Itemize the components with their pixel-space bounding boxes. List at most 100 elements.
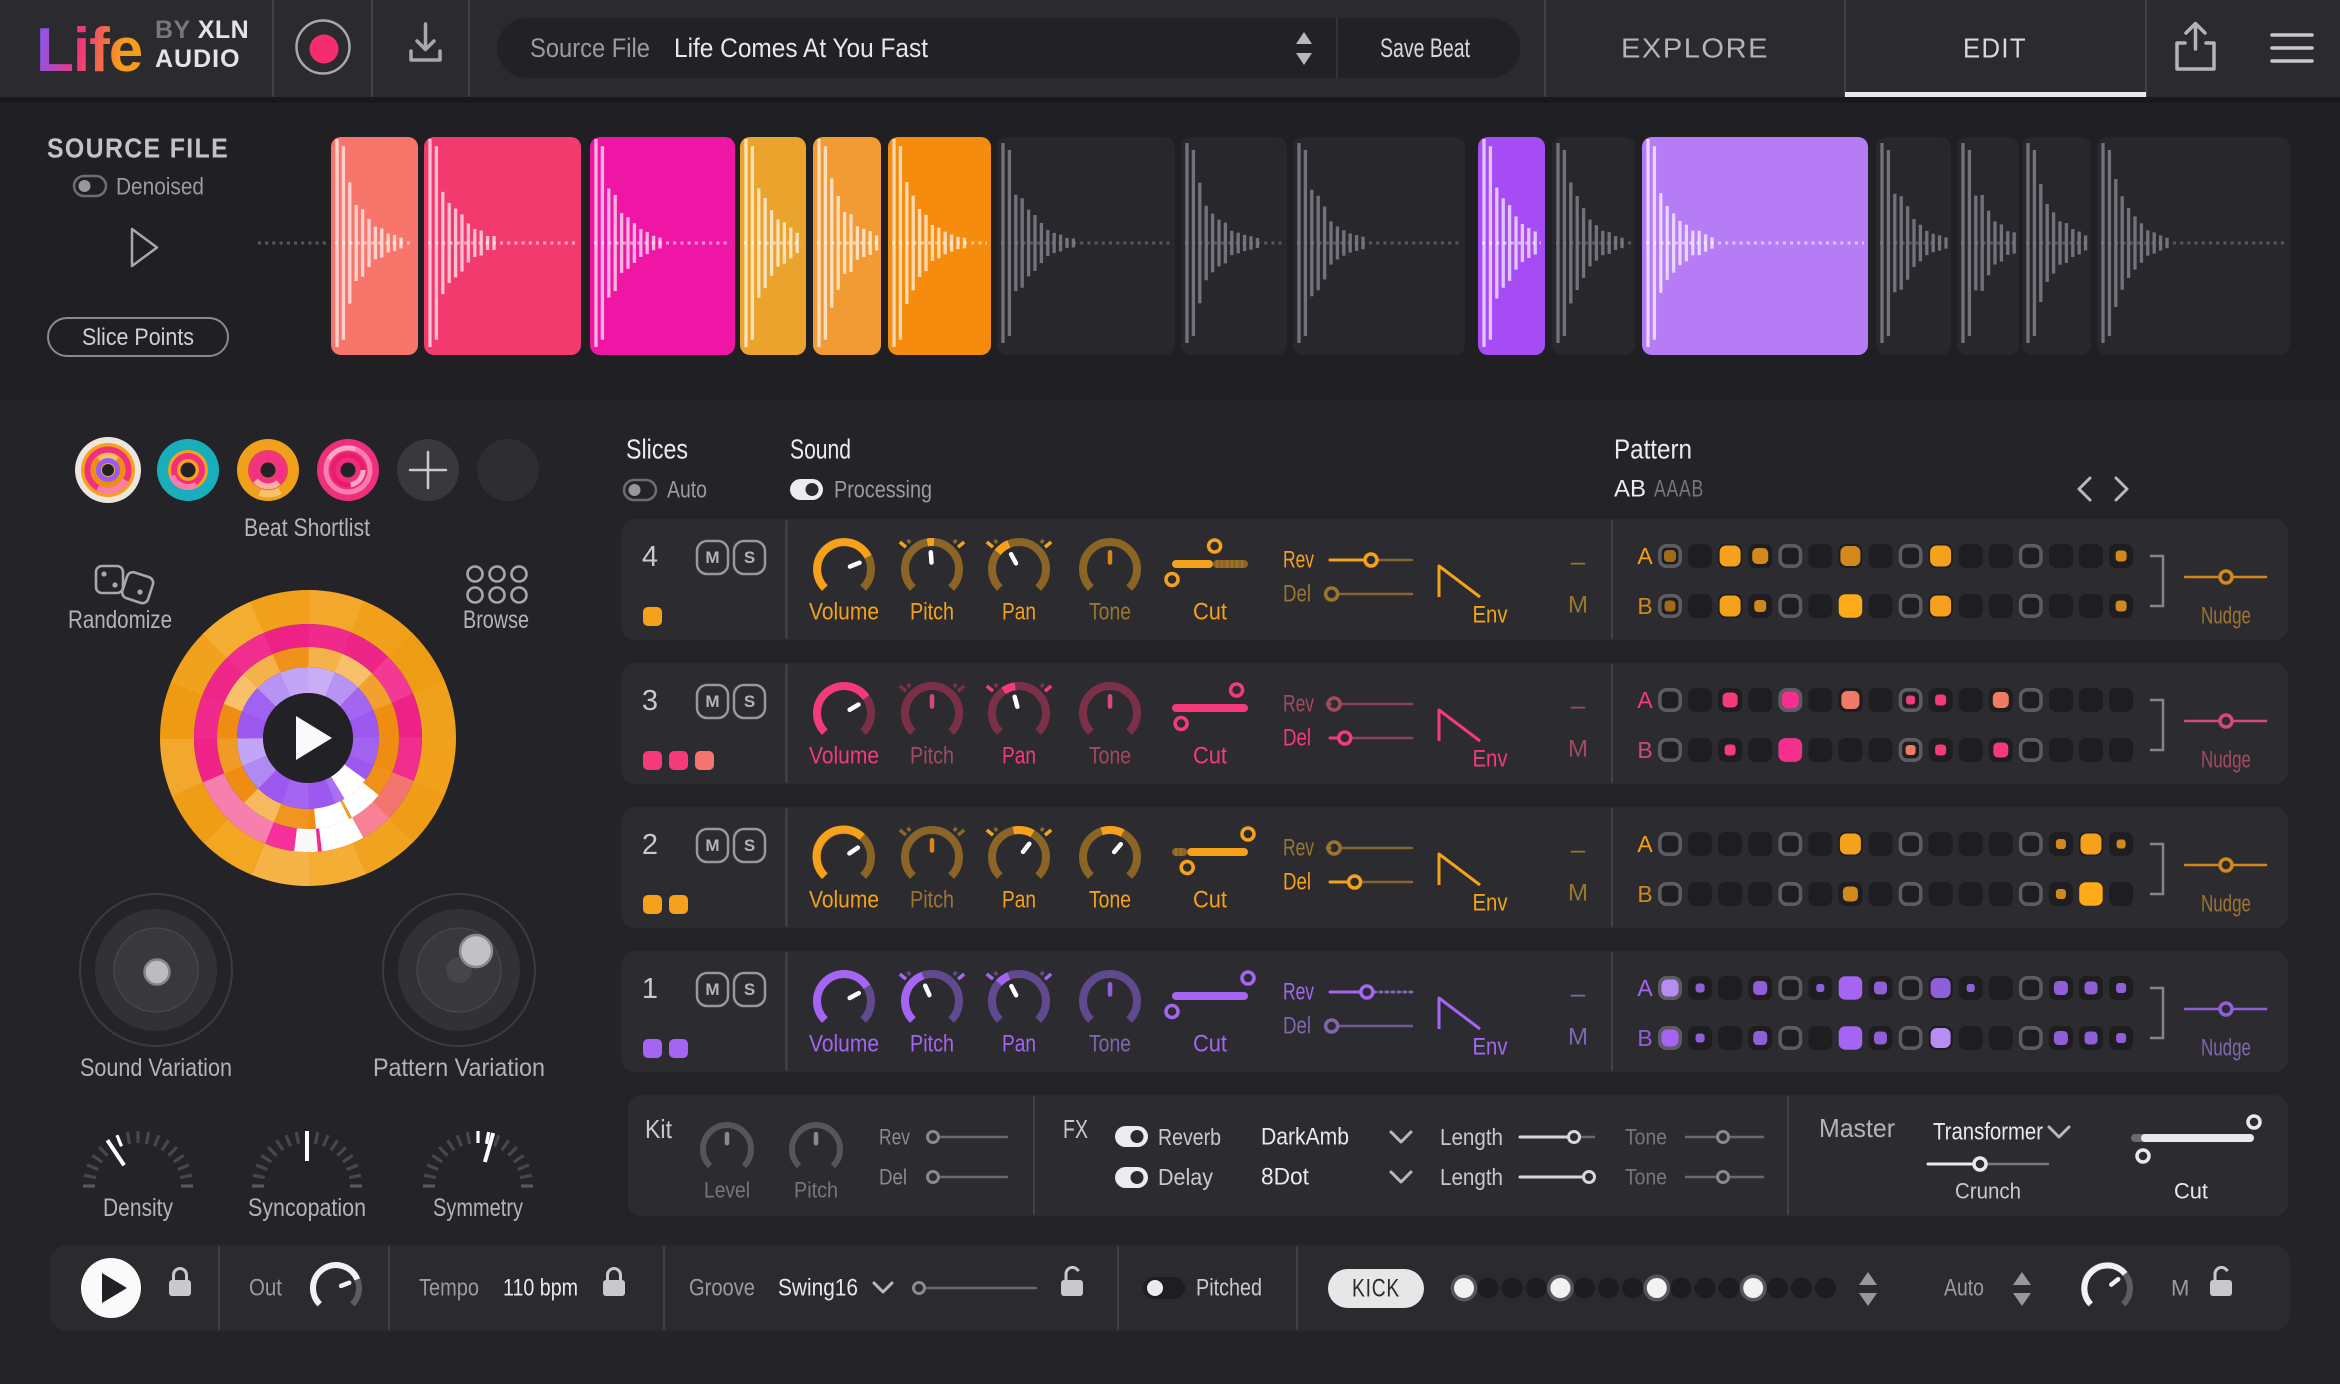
svg-text:M: M [1568, 1024, 1588, 1051]
svg-text:Processing: Processing [834, 477, 932, 504]
svg-text:M: M [705, 548, 719, 567]
svg-text:Rev: Rev [1283, 835, 1314, 862]
svg-text:Sound Variation: Sound Variation [80, 1054, 232, 1082]
svg-text:Nudge: Nudge [2201, 891, 2251, 918]
svg-text:Del: Del [1283, 581, 1311, 608]
svg-text:Browse: Browse [463, 606, 529, 634]
svg-text:8Dot: 8Dot [1261, 1164, 1309, 1191]
svg-text:Volume: Volume [809, 1031, 879, 1058]
svg-text:Env: Env [1473, 746, 1508, 773]
svg-text:Pitch: Pitch [910, 599, 954, 626]
svg-text:DarkAmb: DarkAmb [1261, 1124, 1349, 1151]
svg-text:Swing16: Swing16 [778, 1275, 858, 1302]
svg-text:A: A [1637, 687, 1653, 713]
svg-text:Pan: Pan [1002, 887, 1036, 914]
svg-text:3: 3 [642, 685, 658, 717]
svg-text:Life Comes At You Fast: Life Comes At You Fast [674, 33, 928, 63]
svg-text:Beat Shortlist: Beat Shortlist [244, 514, 370, 542]
svg-text:M: M [1568, 592, 1588, 619]
svg-text:B: B [1637, 593, 1652, 619]
svg-text:S: S [744, 692, 755, 711]
svg-text:SOURCE FILE: SOURCE FILE [47, 133, 229, 164]
svg-text:Tone: Tone [1089, 599, 1131, 626]
svg-text:Tone: Tone [1089, 887, 1131, 914]
svg-text:Sound: Sound [790, 434, 851, 465]
svg-text:Slice Points: Slice Points [82, 324, 194, 351]
svg-text:Master: Master [1819, 1113, 1895, 1143]
svg-text:M: M [1568, 880, 1588, 907]
svg-text:A: A [1637, 543, 1653, 569]
svg-text:Del: Del [1283, 725, 1311, 752]
svg-text:A: A [1637, 831, 1653, 857]
svg-text:Rev: Rev [879, 1125, 910, 1150]
svg-text:AUDIO: AUDIO [155, 45, 241, 73]
svg-text:Density: Density [103, 1194, 173, 1222]
svg-text:BY XLN: BY XLN [155, 16, 249, 44]
svg-text:–: – [1571, 690, 1586, 720]
svg-text:Pitched: Pitched [1196, 1275, 1262, 1302]
svg-text:Auto: Auto [667, 477, 707, 504]
svg-text:Auto: Auto [1944, 1275, 1984, 1302]
svg-text:Save Beat: Save Beat [1380, 33, 1470, 63]
svg-text:110 bpm: 110 bpm [503, 1275, 578, 1302]
svg-text:Pan: Pan [1002, 599, 1036, 626]
svg-text:S: S [744, 548, 755, 567]
svg-text:Tone: Tone [1625, 1165, 1667, 1190]
svg-text:FX: FX [1063, 1114, 1088, 1144]
svg-text:Volume: Volume [809, 887, 879, 914]
svg-text:Rev: Rev [1283, 547, 1314, 574]
svg-text:Pan: Pan [1002, 1031, 1036, 1058]
svg-text:Del: Del [1283, 1013, 1311, 1040]
svg-text:S: S [744, 836, 755, 855]
svg-text:AB: AB [1614, 476, 1646, 503]
svg-text:KICK: KICK [1352, 1275, 1400, 1303]
svg-text:Pitch: Pitch [910, 887, 954, 914]
svg-text:Length: Length [1440, 1164, 1503, 1190]
svg-text:B: B [1637, 1025, 1652, 1051]
svg-text:Cut: Cut [2174, 1179, 2208, 1204]
svg-text:–: – [1571, 978, 1586, 1008]
svg-text:Env: Env [1473, 602, 1508, 629]
svg-text:Cut: Cut [1193, 887, 1227, 914]
svg-text:–: – [1571, 834, 1586, 864]
svg-text:EDIT: EDIT [1963, 33, 2027, 64]
svg-text:S: S [744, 980, 755, 999]
svg-text:M: M [705, 692, 719, 711]
svg-text:Slices: Slices [626, 434, 688, 465]
svg-text:A: A [1637, 975, 1653, 1001]
svg-text:Pitch: Pitch [910, 743, 954, 770]
svg-text:M: M [2171, 1276, 2189, 1301]
svg-text:Nudge: Nudge [2201, 747, 2251, 774]
svg-text:Pattern Variation: Pattern Variation [373, 1054, 545, 1082]
svg-text:Pitch: Pitch [910, 1031, 954, 1058]
svg-text:Tempo: Tempo [419, 1275, 479, 1302]
svg-text:Del: Del [879, 1165, 907, 1190]
svg-text:Randomize: Randomize [68, 606, 172, 634]
svg-text:Rev: Rev [1283, 979, 1314, 1006]
svg-text:EXPLORE: EXPLORE [1621, 33, 1769, 64]
svg-text:–: – [1571, 546, 1586, 576]
svg-text:M: M [1568, 736, 1588, 763]
svg-text:Transformer: Transformer [1933, 1119, 2043, 1146]
svg-text:Tone: Tone [1089, 1031, 1131, 1058]
svg-text:Pitch: Pitch [794, 1178, 838, 1203]
svg-text:Crunch: Crunch [1955, 1179, 2021, 1204]
svg-text:B: B [1637, 737, 1652, 763]
svg-text:AAAB: AAAB [1654, 476, 1704, 503]
svg-text:Pattern: Pattern [1614, 434, 1692, 465]
svg-text:Env: Env [1473, 890, 1508, 917]
svg-text:Length: Length [1440, 1124, 1503, 1150]
svg-text:Cut: Cut [1193, 599, 1227, 626]
svg-text:M: M [705, 980, 719, 999]
svg-text:Nudge: Nudge [2201, 1035, 2251, 1062]
svg-text:Delay: Delay [1158, 1164, 1213, 1190]
svg-text:1: 1 [642, 973, 658, 1005]
svg-text:Cut: Cut [1193, 743, 1227, 770]
svg-text:Kit: Kit [645, 1114, 673, 1144]
svg-text:M: M [705, 836, 719, 855]
svg-text:Tone: Tone [1089, 743, 1131, 770]
svg-text:Cut: Cut [1193, 1031, 1227, 1058]
svg-text:Del: Del [1283, 869, 1311, 896]
svg-text:B: B [1637, 881, 1652, 907]
svg-text:Tone: Tone [1625, 1125, 1667, 1150]
